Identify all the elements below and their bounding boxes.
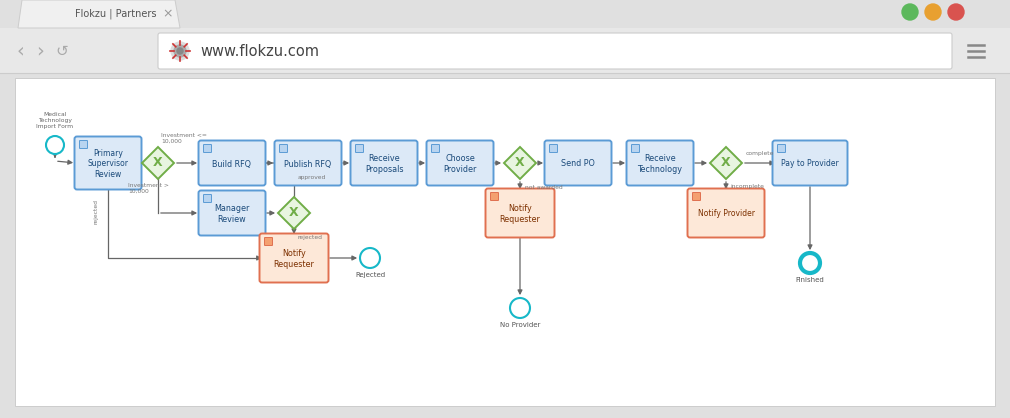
FancyBboxPatch shape [158, 33, 952, 69]
Circle shape [46, 136, 64, 154]
Polygon shape [278, 197, 310, 229]
Text: Investment <=
10,000: Investment <= 10,000 [161, 133, 207, 144]
Text: Publish RFQ: Publish RFQ [285, 160, 331, 168]
FancyBboxPatch shape [431, 145, 439, 153]
FancyBboxPatch shape [280, 145, 288, 153]
Text: Primary
Supervisor
Review: Primary Supervisor Review [88, 149, 128, 179]
Text: Notify
Requester: Notify Requester [274, 249, 314, 269]
Text: Receive
Technology: Receive Technology [637, 154, 683, 174]
Text: rejected: rejected [298, 235, 323, 240]
Polygon shape [142, 147, 174, 179]
FancyBboxPatch shape [486, 189, 554, 237]
Text: incomplete: incomplete [730, 184, 764, 189]
FancyBboxPatch shape [544, 140, 611, 186]
FancyBboxPatch shape [426, 140, 494, 186]
Circle shape [177, 48, 183, 54]
FancyBboxPatch shape [626, 140, 694, 186]
Text: ›: › [36, 41, 43, 61]
FancyBboxPatch shape [0, 28, 1010, 73]
FancyBboxPatch shape [773, 140, 847, 186]
FancyBboxPatch shape [693, 193, 701, 201]
FancyBboxPatch shape [491, 193, 499, 201]
Text: ×: × [163, 8, 174, 20]
Text: not awarded: not awarded [525, 185, 563, 190]
FancyBboxPatch shape [549, 145, 558, 153]
Text: Build RFQ: Build RFQ [212, 160, 251, 168]
Text: ↺: ↺ [56, 43, 69, 59]
Polygon shape [710, 147, 742, 179]
Text: Pay to Provider: Pay to Provider [781, 160, 839, 168]
Text: Flokzu | Partners: Flokzu | Partners [75, 9, 157, 19]
Text: complete: complete [745, 151, 775, 156]
FancyBboxPatch shape [260, 234, 328, 283]
Text: Finished: Finished [796, 277, 824, 283]
FancyBboxPatch shape [631, 145, 639, 153]
FancyBboxPatch shape [15, 78, 995, 406]
FancyBboxPatch shape [350, 140, 417, 186]
Text: X: X [289, 206, 299, 219]
Circle shape [948, 4, 964, 20]
Text: Investment >
10,000: Investment > 10,000 [128, 183, 169, 194]
Circle shape [902, 4, 918, 20]
Text: Choose
Provider: Choose Provider [443, 154, 477, 174]
FancyBboxPatch shape [275, 140, 341, 186]
Text: Manager
Review: Manager Review [214, 204, 249, 224]
Text: X: X [721, 156, 731, 170]
FancyBboxPatch shape [778, 145, 786, 153]
Text: approved: approved [298, 176, 326, 181]
Text: Notify
Requester: Notify Requester [500, 204, 540, 224]
Circle shape [925, 4, 941, 20]
Polygon shape [18, 0, 180, 28]
Circle shape [174, 45, 186, 57]
Text: Receive
Proposals: Receive Proposals [365, 154, 403, 174]
FancyBboxPatch shape [203, 145, 211, 153]
Text: ‹: ‹ [16, 41, 24, 61]
FancyBboxPatch shape [356, 145, 364, 153]
FancyBboxPatch shape [75, 137, 141, 189]
Polygon shape [504, 147, 536, 179]
Circle shape [800, 253, 820, 273]
Text: Rejected: Rejected [355, 272, 385, 278]
Circle shape [360, 248, 380, 268]
FancyBboxPatch shape [265, 237, 273, 245]
Circle shape [171, 42, 189, 60]
FancyBboxPatch shape [688, 189, 765, 237]
Text: No Provider: No Provider [500, 322, 540, 328]
Text: rejected: rejected [94, 199, 99, 224]
Circle shape [510, 298, 530, 318]
FancyBboxPatch shape [203, 194, 211, 202]
FancyBboxPatch shape [199, 140, 266, 186]
Text: www.flokzu.com: www.flokzu.com [200, 43, 319, 59]
Text: X: X [515, 156, 525, 170]
Text: X: X [154, 156, 163, 170]
FancyBboxPatch shape [199, 191, 266, 235]
Text: Send PO: Send PO [562, 160, 595, 168]
Text: Medical
Technology
Import Form: Medical Technology Import Form [36, 112, 74, 129]
FancyBboxPatch shape [80, 140, 88, 148]
Text: Notify Provider: Notify Provider [698, 209, 754, 219]
